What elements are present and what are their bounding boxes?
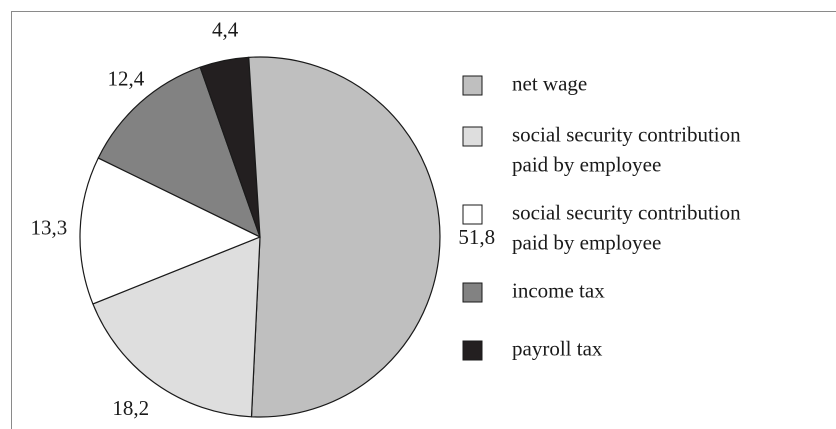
pie-slices — [79, 56, 441, 418]
legend-swatch — [462, 204, 483, 225]
legend-swatch — [462, 75, 483, 96]
legend-label: paid by employee — [512, 230, 661, 254]
legend-label: social security contribution — [512, 200, 741, 224]
slice-labels: 12,4 4,4 51,8 18,2 13,3 — [31, 18, 496, 420]
slice-value-label: 4,4 — [212, 18, 239, 42]
slice-value-label: 51,8 — [458, 225, 495, 249]
legend-swatch — [462, 282, 483, 303]
legend-label: paid by employee — [512, 152, 661, 176]
slice-value-label: 18,2 — [112, 396, 149, 420]
frame-left-border — [11, 11, 12, 429]
slice-value-label: 13,3 — [31, 215, 68, 239]
pie-slice-3 — [97, 66, 261, 238]
legend-swatch — [462, 340, 483, 361]
legend-label: net wage — [512, 71, 587, 95]
frame-top-border — [11, 11, 836, 12]
pie-slice-0 — [248, 56, 441, 418]
legend-swatch — [462, 126, 483, 147]
legend-label: social security contribution — [512, 122, 741, 146]
legend-label: income tax — [512, 278, 605, 302]
legend-label: payroll tax — [512, 336, 603, 360]
pie-slice-1 — [92, 236, 261, 418]
legend: net wage social security contribution paid… — [462, 71, 741, 361]
slice-value-label: 12,4 — [108, 66, 145, 90]
pie-slice-2 — [79, 157, 261, 305]
